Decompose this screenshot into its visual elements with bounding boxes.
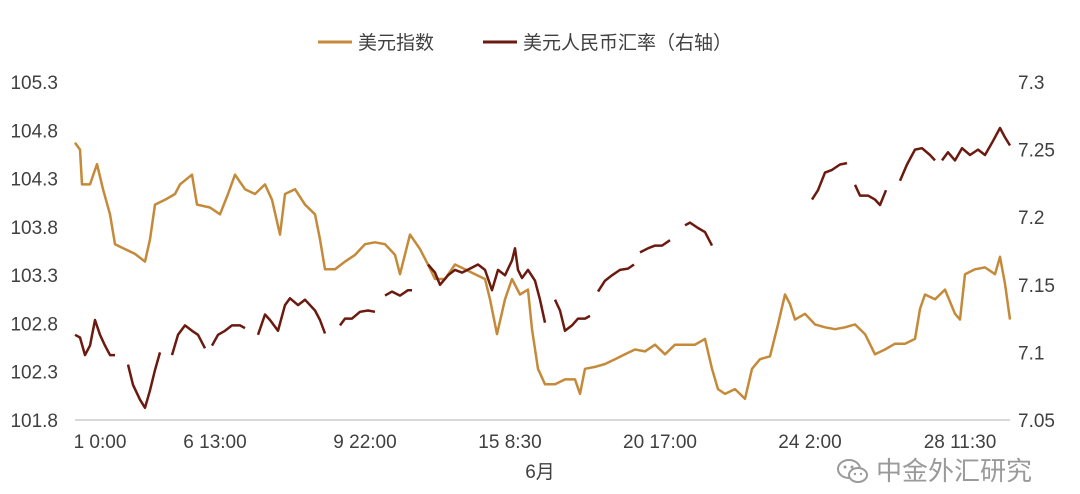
y-left-tick-label: 104.8 — [10, 121, 58, 142]
series-line-usdcny-segment — [553, 299, 591, 333]
x-tick-label: 24 2:00 — [778, 432, 841, 453]
y-right-tick-label: 7.15 — [1018, 276, 1055, 297]
series-line-usdcny-segment — [898, 146, 936, 182]
y-left-tick-label: 102.3 — [10, 363, 58, 384]
series-line-usdcny-segment — [256, 297, 327, 336]
y-right-tick-label: 7.1 — [1018, 343, 1044, 364]
series-line-usdcny-segment — [639, 239, 671, 254]
series-line-usdcny-segment — [853, 184, 888, 207]
legend-label: 美元指数 — [358, 32, 434, 54]
series-line-usdcny-segment — [596, 263, 635, 293]
series-line-usdcny-segment — [684, 221, 714, 247]
series-line-usdcny-segment — [940, 126, 1012, 162]
x-tick-label: 9 22:00 — [333, 432, 396, 453]
y-left-tick-label: 103.8 — [10, 218, 58, 239]
series-line-usdcny-segment — [170, 324, 207, 356]
y-right-tick-label: 7.25 — [1018, 141, 1055, 162]
x-tick-label: 1 0:00 — [74, 432, 127, 453]
y-left-tick-label: 101.8 — [10, 411, 58, 432]
y-left-tick-label: 105.3 — [10, 73, 58, 94]
series-line-usdcny-segment — [210, 324, 246, 347]
wechat-icon — [836, 457, 870, 487]
x-axis-label: 6月 — [525, 462, 555, 483]
series-line-usdcny-segment — [338, 309, 376, 327]
legend-label: 美元人民币汇率（右轴） — [523, 32, 732, 54]
watermark-text: 中金外汇研究 — [876, 457, 1033, 487]
y-right-tick-label: 7.2 — [1018, 208, 1044, 229]
series-line-usdcny-segment — [427, 247, 547, 323]
x-tick-label: 15 8:30 — [478, 432, 541, 453]
watermark: 中金外汇研究 — [836, 456, 1032, 488]
x-tick-label: 28 11:30 — [924, 432, 997, 453]
series-line-usdcny-segment — [384, 288, 412, 297]
series-line-usdcny-segment — [810, 161, 848, 201]
y-right-tick-label: 7.3 — [1018, 73, 1044, 94]
series-line-usdcny-segment — [74, 318, 115, 357]
x-tick-label: 6 13:00 — [183, 432, 246, 453]
y-left-tick-label: 102.8 — [10, 314, 58, 335]
y-left-tick-label: 103.3 — [10, 266, 58, 287]
series-line-usdcny-segment — [126, 352, 162, 410]
y-left-tick-label: 104.3 — [10, 170, 58, 191]
x-tick-label: 20 17:00 — [623, 432, 697, 453]
y-right-tick-label: 7.05 — [1018, 411, 1055, 432]
series-line-dxy — [73, 142, 1012, 401]
